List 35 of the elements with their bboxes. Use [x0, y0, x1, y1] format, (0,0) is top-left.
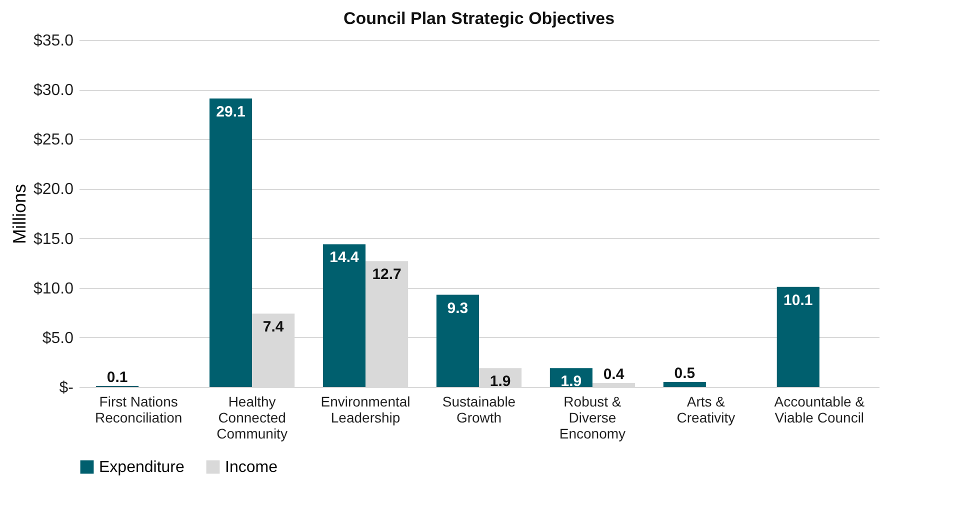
legend-label: Income — [225, 459, 278, 476]
x-tick-label: Arts & Creativity — [676, 394, 736, 426]
y-tick-label: $30.0 — [33, 82, 74, 100]
data-label: 0.1 — [106, 369, 128, 386]
data-label: 29.1 — [216, 103, 246, 120]
data-label: 9.3 — [447, 300, 468, 317]
y-tick-label: $25.0 — [33, 132, 74, 149]
data-label: 14.4 — [330, 249, 360, 266]
y-tick-label: $10.0 — [33, 280, 74, 298]
data-label: 1.9 — [560, 373, 582, 390]
bar — [436, 294, 479, 387]
x-tick-label: Sustainable Growth — [442, 394, 516, 426]
y-axis-title: Millions — [9, 184, 30, 244]
data-label: 1.9 — [490, 373, 511, 390]
y-tick-label: $- — [59, 380, 74, 396]
bar — [322, 244, 366, 387]
chart-title: Council Plan Strategic Objectives — [343, 9, 615, 28]
y-tick-label: $15.0 — [33, 230, 74, 248]
y-tick-label: $5.0 — [42, 330, 74, 347]
data-label: 12.7 — [372, 266, 402, 284]
legend-label: Expenditure — [99, 459, 184, 476]
data-label: 10.1 — [784, 292, 813, 309]
data-label: 7.4 — [262, 318, 284, 336]
y-tick-label: $20.0 — [33, 181, 74, 198]
data-label: 0.4 — [603, 366, 625, 384]
data-label: 0.5 — [674, 365, 696, 382]
bar — [776, 286, 820, 387]
x-tick-label: Robust & Diverse Enconomy — [559, 394, 626, 442]
x-tick-label: First Nations Reconciliation — [94, 394, 182, 426]
x-tick-label: Accountable & Viable Council — [774, 394, 866, 426]
bar — [209, 98, 252, 387]
y-tick-label: $35.0 — [33, 32, 74, 50]
x-tick-label: Environmental Leadership — [320, 394, 410, 426]
bar — [663, 382, 706, 387]
x-tick-label: Healthy Connected Community — [216, 394, 288, 442]
